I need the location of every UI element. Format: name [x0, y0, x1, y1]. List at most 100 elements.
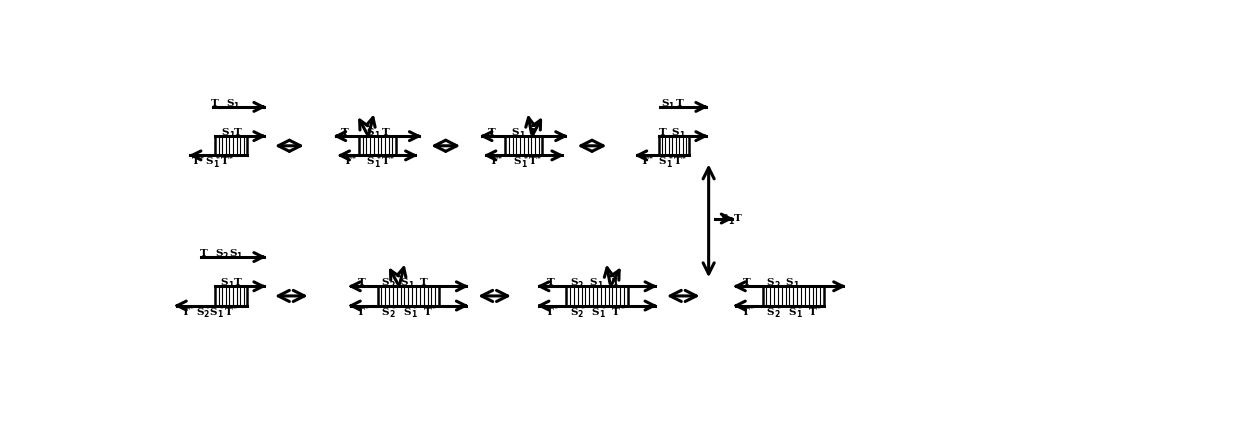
- Text: S: S: [205, 157, 213, 166]
- Text: 1: 1: [233, 102, 239, 111]
- Text: *: *: [190, 305, 193, 314]
- Text: T: T: [358, 278, 366, 287]
- Bar: [567, 286, 627, 305]
- Text: T: T: [676, 99, 684, 108]
- Text: T: T: [382, 157, 389, 166]
- Text: 1: 1: [217, 310, 223, 319]
- Text: *: *: [229, 155, 233, 164]
- Text: 1: 1: [410, 310, 415, 319]
- Text: S: S: [766, 308, 774, 317]
- Text: S: S: [382, 278, 389, 287]
- Text: 2: 2: [578, 310, 583, 319]
- Bar: [215, 136, 248, 156]
- Text: T: T: [211, 99, 219, 108]
- Text: *: *: [392, 305, 396, 314]
- Text: S: S: [589, 278, 596, 287]
- Text: T: T: [343, 157, 351, 166]
- Text: *: *: [206, 305, 210, 314]
- Text: *: *: [817, 305, 821, 314]
- Text: S: S: [221, 278, 228, 287]
- Text: 1: 1: [229, 131, 234, 140]
- Text: T: T: [658, 128, 666, 137]
- Text: 1: 1: [596, 281, 603, 290]
- Text: S: S: [226, 99, 233, 108]
- Text: T: T: [808, 308, 816, 317]
- Text: S: S: [661, 99, 668, 108]
- Text: T: T: [487, 128, 496, 137]
- Text: *: *: [377, 155, 381, 164]
- Text: *: *: [432, 305, 435, 314]
- Text: 2: 2: [389, 310, 394, 319]
- Bar: [360, 136, 396, 156]
- Text: S: S: [786, 278, 794, 287]
- Text: 1: 1: [666, 160, 672, 169]
- Text: 1: 1: [237, 252, 242, 261]
- Text: S: S: [720, 214, 728, 223]
- Text: S: S: [512, 128, 520, 137]
- Text: *: *: [216, 155, 219, 164]
- Text: 1: 1: [408, 281, 414, 290]
- Text: T: T: [192, 157, 200, 166]
- Text: S: S: [570, 308, 578, 317]
- Text: T: T: [424, 308, 432, 317]
- Text: *: *: [200, 155, 203, 164]
- Text: T: T: [641, 157, 649, 166]
- Text: *: *: [365, 305, 368, 314]
- Text: T: T: [546, 308, 553, 317]
- Text: T: T: [234, 278, 242, 287]
- Text: S: S: [401, 278, 408, 287]
- Text: S: S: [403, 308, 410, 317]
- Text: *: *: [391, 155, 394, 164]
- Text: *: *: [498, 155, 502, 164]
- Text: 1: 1: [796, 310, 801, 319]
- Text: *: *: [682, 155, 686, 164]
- Text: S: S: [513, 157, 521, 166]
- Text: T: T: [234, 128, 242, 137]
- Text: 1: 1: [374, 131, 379, 140]
- Text: T: T: [742, 308, 749, 317]
- Text: 2: 2: [774, 310, 780, 319]
- Text: S: S: [229, 249, 237, 258]
- Text: 2: 2: [389, 281, 394, 290]
- Text: T: T: [226, 308, 233, 317]
- Text: T: T: [420, 278, 428, 287]
- Text: *: *: [352, 155, 356, 164]
- Text: S: S: [672, 128, 680, 137]
- Text: T: T: [734, 214, 742, 223]
- Bar: [658, 136, 689, 156]
- Text: *: *: [649, 155, 652, 164]
- Text: *: *: [523, 155, 527, 164]
- Bar: [763, 286, 825, 305]
- Text: 1: 1: [521, 160, 526, 169]
- Text: 1: 1: [520, 131, 525, 140]
- Text: T: T: [221, 157, 229, 166]
- Text: T: T: [675, 157, 682, 166]
- Text: 1: 1: [374, 160, 379, 169]
- Bar: [506, 136, 542, 156]
- Text: T: T: [547, 278, 554, 287]
- Text: S: S: [367, 128, 374, 137]
- Text: 1: 1: [728, 217, 733, 226]
- Text: T: T: [743, 278, 751, 287]
- Text: 2: 2: [203, 310, 208, 319]
- Text: T: T: [528, 157, 536, 166]
- Text: 1: 1: [668, 102, 673, 111]
- Text: *: *: [413, 305, 417, 314]
- Text: 1: 1: [599, 310, 605, 319]
- Text: S: S: [382, 308, 389, 317]
- Text: S: S: [570, 278, 578, 287]
- Text: S: S: [367, 157, 374, 166]
- Text: *: *: [620, 305, 625, 314]
- Text: T: T: [182, 308, 190, 317]
- Text: S: S: [789, 308, 796, 317]
- Text: 2: 2: [223, 252, 228, 261]
- Text: T: T: [341, 128, 350, 137]
- Bar: [215, 286, 248, 305]
- Text: *: *: [601, 305, 606, 314]
- Text: *: *: [580, 305, 584, 314]
- Text: *: *: [670, 155, 673, 164]
- Text: S: S: [221, 128, 229, 137]
- Text: *: *: [553, 305, 557, 314]
- Text: T: T: [200, 249, 207, 258]
- Text: *: *: [219, 305, 224, 314]
